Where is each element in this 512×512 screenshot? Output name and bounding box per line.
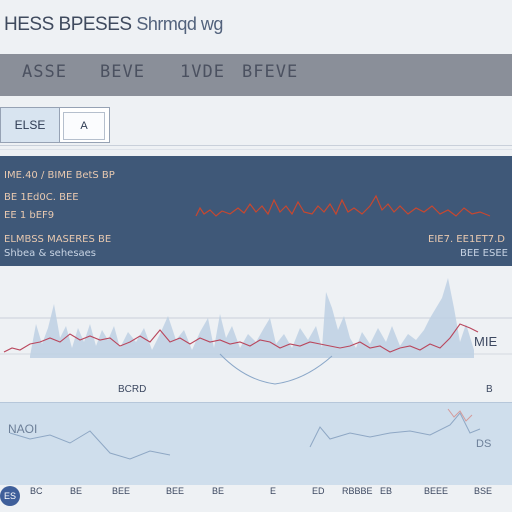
series-area [30, 278, 474, 358]
summary-sparkline [195, 194, 491, 217]
summary-panel: IME.40 / BIME BetS BP BE 1Ed0C. BEE EE 1… [0, 156, 512, 266]
summary-value: BEE ESEE [460, 248, 508, 259]
summary-value: EIE7. EE1ET7.D [428, 234, 505, 245]
divider [0, 149, 512, 150]
page-subtitle: Shrmqd wg [136, 14, 223, 34]
main-chart: MIE BCRD B [0, 268, 512, 400]
x-tick-label: BC [30, 486, 43, 496]
summary-line: EE 1 bEF9 [4, 210, 55, 221]
x-tick-label: BE [212, 486, 225, 496]
x-tick-label: BSE [474, 486, 493, 496]
summary-line: IME.40 / BIME BetS BP [4, 170, 115, 181]
toolbar-item[interactable]: 1VDE [180, 62, 225, 82]
x-tick-label: RBBBE [342, 486, 373, 496]
control-group: ELSE A [0, 107, 110, 143]
x-tick-label: BEE [166, 486, 185, 496]
bottom-panel: NAOI DS [0, 402, 512, 485]
chart-corner-label: B [486, 384, 493, 395]
toolbar-item[interactable]: BEVE [100, 62, 145, 82]
primary-button[interactable]: ELSE [1, 108, 60, 142]
x-tick-label: BE [70, 486, 83, 496]
x-tick-label: EB [380, 486, 393, 496]
toolbar: ASSE BEVE 1VDE BFEVE [0, 54, 512, 96]
summary-line: ELMBSS MASERES BE [4, 234, 112, 245]
x-tick-label: ED [312, 486, 325, 496]
x-tick-label: BEE [112, 486, 131, 496]
divider [0, 145, 512, 146]
bottom-chart-svg: NAOI DS [8, 408, 491, 460]
summary-line: Shbea & sehesaes [4, 248, 97, 259]
page-title: HESS BPESES Shrmqd wg [4, 14, 223, 36]
summary-line: BE 1Ed0C. BEE [4, 192, 79, 203]
toolbar-item[interactable]: ASSE [22, 62, 67, 82]
x-tick-label: E [270, 486, 277, 496]
toolbar-item[interactable]: BFEVE [242, 62, 299, 82]
chart-bottom-label: BCRD [118, 384, 146, 395]
bottom-chart-right-label: DS [476, 438, 491, 450]
secondary-button[interactable]: A [63, 112, 105, 140]
chart-right-label: MIE [474, 334, 497, 349]
x-tick-label: BEEE [424, 486, 449, 496]
series-line [3, 323, 479, 353]
bottom-chart-left-label: NAOI [8, 422, 37, 436]
status-badge[interactable]: ES [0, 486, 20, 506]
page-title-main: HESS BPESES [4, 14, 132, 35]
main-chart-svg: MIE BCRD B [0, 278, 512, 395]
